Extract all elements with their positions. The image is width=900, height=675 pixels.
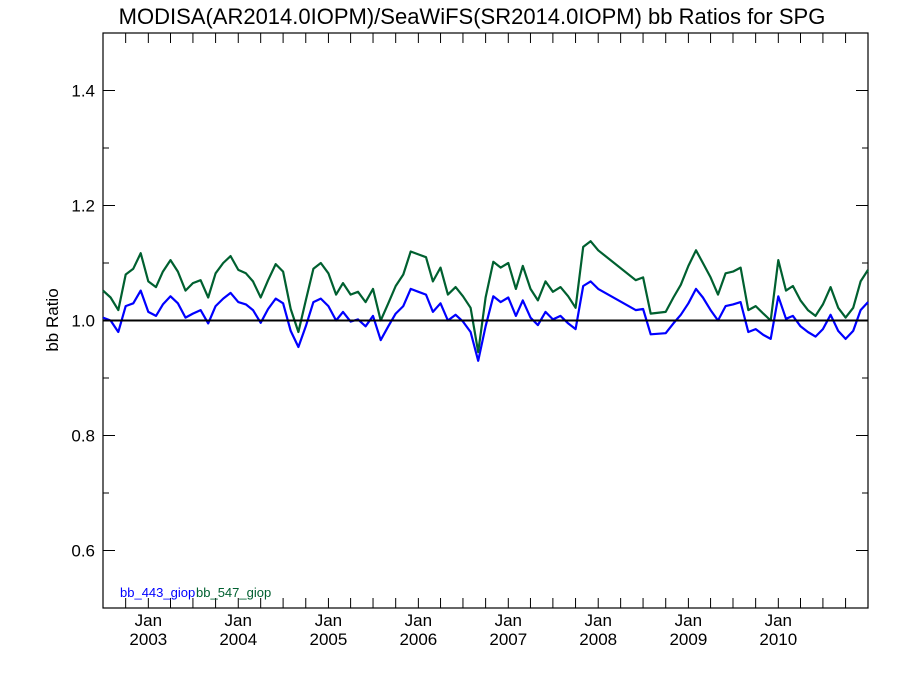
x-tick-label-year: 2006 [399, 630, 437, 649]
y-tick-label: 1.0 [71, 312, 95, 331]
x-tick-label-year: 2004 [219, 630, 257, 649]
x-tick-label-month: Jan [585, 611, 612, 630]
y-tick-label: 1.4 [71, 82, 95, 101]
x-tick-label-year: 2008 [579, 630, 617, 649]
y-tick-label: 1.2 [71, 197, 95, 216]
y-tick-label: 0.6 [71, 542, 95, 561]
x-tick-label-month: Jan [315, 611, 342, 630]
x-tick-label-month: Jan [135, 611, 162, 630]
plot-area: 0.60.81.01.21.4Jan2003Jan2004Jan2005Jan2… [71, 32, 869, 649]
y-tick-label: 0.8 [71, 427, 95, 446]
x-tick-label-month: Jan [225, 611, 252, 630]
x-tick-label-year: 2009 [669, 630, 707, 649]
x-tick-label-month: Jan [495, 611, 522, 630]
x-tick-label-year: 2007 [489, 630, 527, 649]
chart-title: MODISA(AR2014.0IOPM)/SeaWiFS(SR2014.0IOP… [119, 4, 826, 29]
series-line-bb-547-giop [102, 240, 869, 354]
x-tick-label-month: Jan [765, 611, 792, 630]
legend-entry: bb_443_giop [120, 585, 195, 600]
x-tick-label-month: Jan [675, 611, 702, 630]
y-axis-label: bb Ratio [43, 288, 62, 351]
x-tick-label-year: 2005 [310, 630, 348, 649]
x-tick-label-year: 2003 [129, 630, 167, 649]
series-line-bb-443-giop [102, 280, 869, 362]
legend-entry: bb_547_giop [196, 585, 271, 600]
x-tick-label-month: Jan [405, 611, 432, 630]
x-tick-label-year: 2010 [759, 630, 797, 649]
